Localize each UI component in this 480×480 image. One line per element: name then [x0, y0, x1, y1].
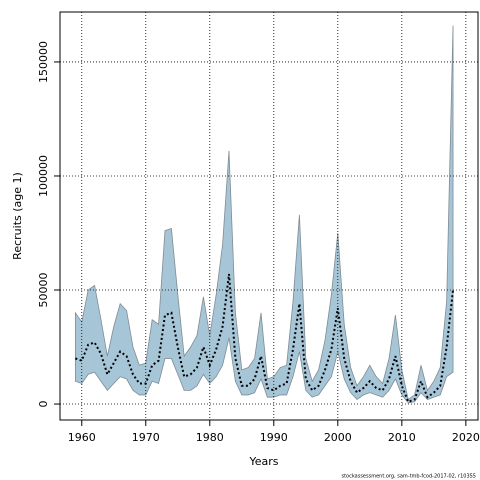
footnote: stockassessment.org, sam-tmb-fcod-2017-0…: [341, 474, 476, 480]
y-tick-label: 0: [37, 401, 50, 408]
x-tick-label: 1970: [132, 431, 160, 444]
x-tick-label: 1990: [260, 431, 288, 444]
plot-frame: [59, 11, 479, 421]
x-tick-label: 1980: [196, 431, 224, 444]
x-tick-label: 1960: [68, 431, 96, 444]
x-tick-label: 2000: [324, 431, 352, 444]
y-tick-label: 100000: [37, 155, 50, 197]
y-axis-label: Recruits (age 1): [11, 172, 24, 260]
x-tick-label: 2020: [452, 431, 480, 444]
confidence-band: [74, 25, 454, 404]
x-axis-label: Years: [248, 455, 278, 468]
x-tick-label: 2010: [388, 431, 416, 444]
y-tick-label: 50000: [37, 273, 50, 308]
y-tick-label: 150000: [37, 41, 50, 83]
